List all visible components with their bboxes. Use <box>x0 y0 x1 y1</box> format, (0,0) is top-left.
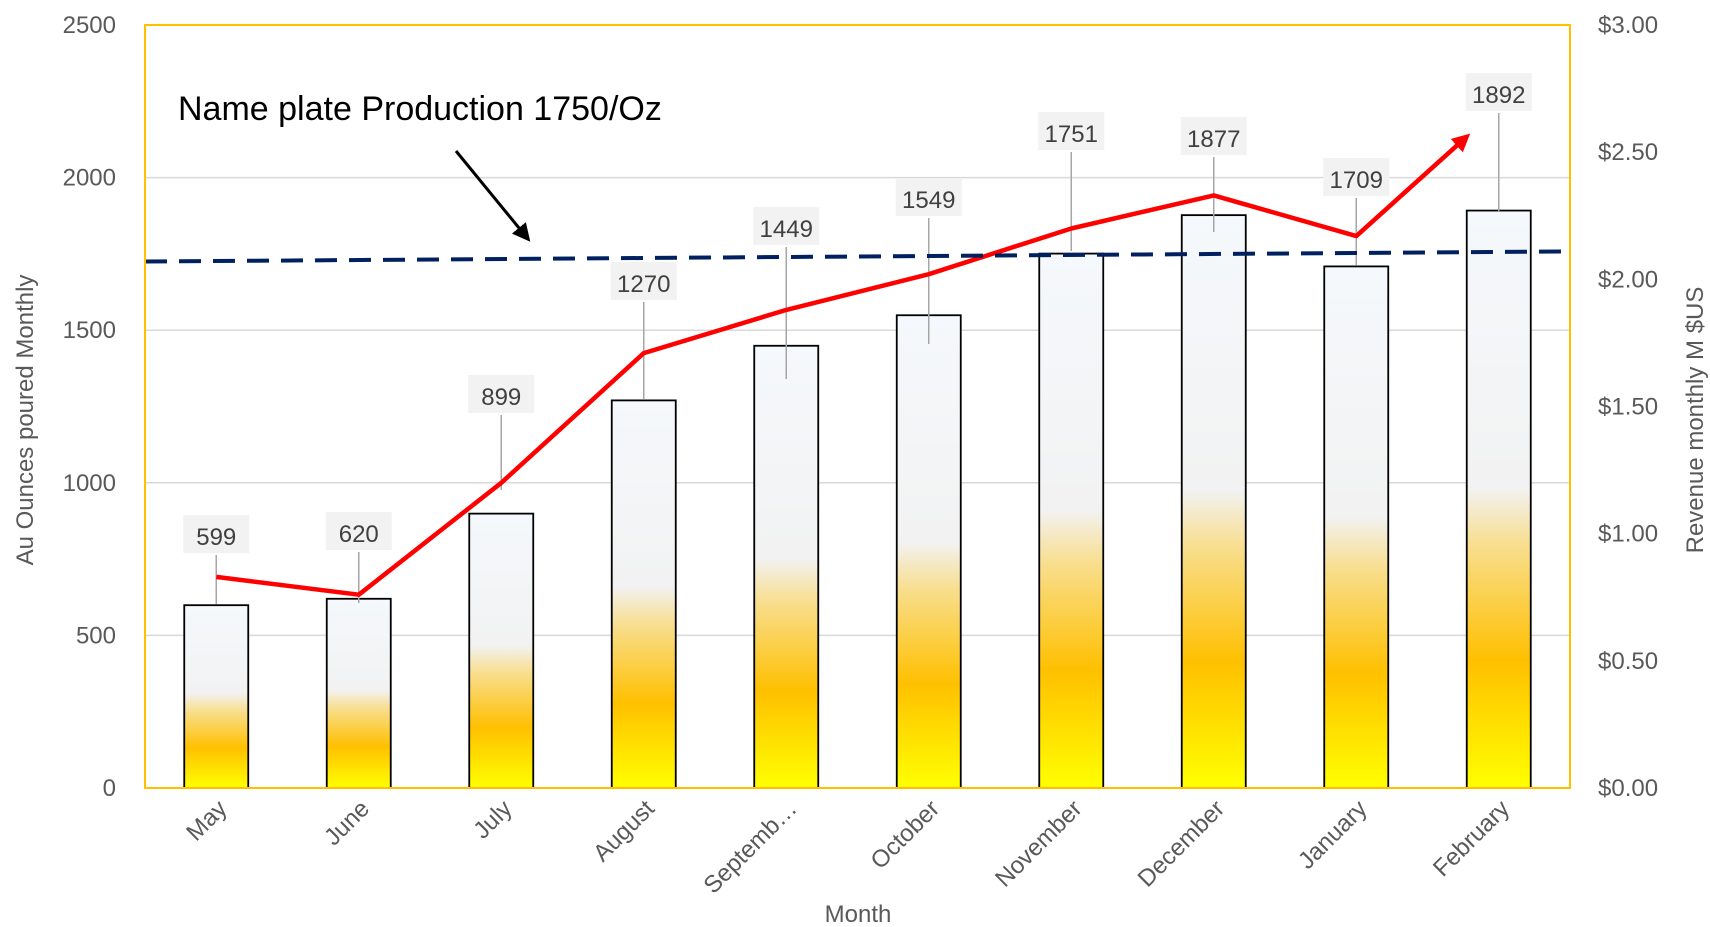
bar <box>183 604 250 789</box>
annotation-arrow <box>454 150 531 242</box>
bar <box>1323 265 1390 789</box>
data-label: 1751 <box>1045 121 1098 148</box>
y2-tick-label: $1.00 <box>1598 521 1658 548</box>
x-tick-label: May <box>181 795 232 846</box>
data-label-box <box>610 262 677 300</box>
x-tick-label: October <box>866 795 945 874</box>
data-label: 1709 <box>1330 167 1383 194</box>
y2-tick-label: $3.00 <box>1598 12 1658 39</box>
data-label: 1892 <box>1472 82 1525 109</box>
data-label: 1449 <box>760 216 813 243</box>
y-tick-label: 1000 <box>63 470 116 497</box>
data-labels: 599 620 899 1270 1449 1549 1751 1877 1709 1892 <box>183 73 1532 553</box>
data-label: 1549 <box>902 187 955 214</box>
bar <box>753 344 820 789</box>
x-axis-ticks: May June July August Septemb… October November… <box>181 795 1515 899</box>
bar <box>1038 252 1105 789</box>
x-tick-label: November <box>990 795 1087 892</box>
y2-axis-title: Revenue monthly M $US <box>1682 287 1709 554</box>
x-tick-label: June <box>319 795 375 851</box>
y-tick-label: 2500 <box>63 12 116 39</box>
data-label-box <box>468 375 535 413</box>
data-label: 620 <box>339 521 379 548</box>
bar <box>1180 214 1247 789</box>
plot-frame <box>144 24 1571 789</box>
y2-tick-label: $0.00 <box>1598 775 1658 802</box>
y-tick-label: 0 <box>103 775 116 802</box>
y2-tick-label: $2.00 <box>1598 266 1658 293</box>
data-label: 899 <box>481 384 521 411</box>
data-label-box <box>325 512 392 550</box>
bar <box>610 399 677 789</box>
data-label: 1877 <box>1187 126 1240 153</box>
data-label: 599 <box>196 524 236 551</box>
y-axis-title: Au Ounces poured Monthly <box>12 275 39 566</box>
data-label: 1270 <box>617 271 670 298</box>
y2-axis-ticks: $0.00 $0.50 $1.00 $1.50 $2.00 $2.50 $3.00 <box>1598 12 1658 802</box>
x-axis-title: Month <box>825 901 892 927</box>
data-label-box <box>753 207 820 245</box>
y2-tick-label: $1.50 <box>1598 394 1658 421</box>
x-tick-label: August <box>588 795 660 867</box>
bar <box>895 314 962 789</box>
y-tick-label: 1500 <box>63 317 116 344</box>
data-label-box <box>895 178 962 216</box>
x-tick-label: July <box>468 795 517 844</box>
nameplate-annotation: Name plate Production 1750/Oz <box>178 90 662 128</box>
y2-tick-label: $0.50 <box>1598 648 1658 675</box>
lines <box>144 133 1571 597</box>
data-label-box <box>183 515 250 553</box>
x-tick-label: February <box>1428 795 1515 882</box>
bar <box>325 597 392 789</box>
bars <box>183 209 1532 789</box>
data-label-box <box>1465 73 1532 111</box>
bar <box>1465 209 1532 789</box>
data-label-box <box>1180 117 1247 155</box>
label-leaders <box>215 113 1500 604</box>
data-label-box <box>1323 158 1390 196</box>
data-label-box <box>1038 112 1105 150</box>
y2-tick-label: $2.50 <box>1598 139 1658 166</box>
x-tick-label: January <box>1293 795 1372 874</box>
x-tick-label: Septemb… <box>699 795 803 899</box>
bar <box>468 512 535 789</box>
y-tick-label: 2000 <box>63 165 116 192</box>
y-tick-label: 500 <box>76 622 116 649</box>
y-axis-ticks: 0 500 1000 1500 2000 2500 <box>63 12 116 802</box>
revenue-line <box>216 133 1471 597</box>
x-tick-label: December <box>1133 795 1230 892</box>
